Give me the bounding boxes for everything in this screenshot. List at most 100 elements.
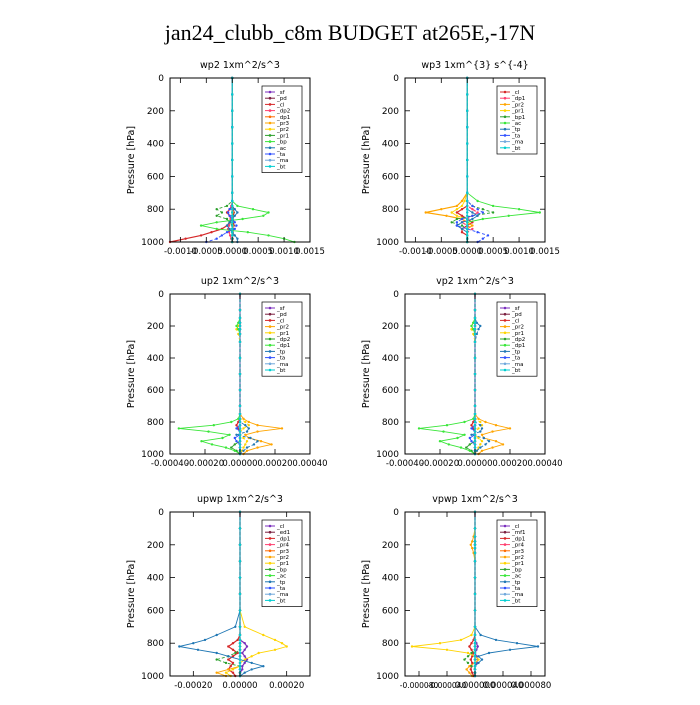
- data-point: [471, 671, 474, 674]
- data-point: [225, 224, 229, 227]
- y-tick-label: 400: [382, 574, 399, 584]
- y-tick-label: 400: [382, 140, 399, 150]
- legend-marker: [503, 592, 507, 596]
- data-point: [225, 231, 229, 234]
- x-tick-label: 0.00000: [457, 459, 492, 469]
- data-point: [231, 227, 234, 231]
- data-point: [220, 234, 224, 237]
- data-point: [267, 211, 270, 214]
- legend-box: [496, 85, 538, 155]
- data-point: [491, 446, 494, 449]
- data-point: [470, 424, 473, 427]
- data-point: [460, 231, 464, 234]
- legend-entry: _pd: [276, 96, 287, 102]
- y-tick-label: 800: [147, 639, 164, 649]
- legend-entry: _dp1: [276, 343, 290, 349]
- data-point: [473, 388, 477, 392]
- figure-title: jan24_clubb_c8m BUDGET at265E,-17N: [164, 20, 536, 45]
- data-point: [476, 214, 479, 217]
- data-point: [243, 661, 246, 665]
- data-point: [480, 449, 484, 452]
- data-point: [473, 648, 477, 651]
- x-tick-label: -0.0005: [425, 247, 458, 257]
- data-point: [184, 237, 187, 240]
- y-tick-label: 200: [382, 541, 399, 551]
- series-line-tp: [179, 512, 265, 677]
- data-point: [243, 642, 246, 645]
- data-point: [238, 436, 242, 440]
- y-tick-label: 600: [382, 172, 399, 182]
- data-point: [227, 655, 230, 658]
- data-point: [250, 668, 253, 671]
- data-point: [233, 227, 236, 231]
- data-point: [240, 449, 243, 452]
- data-point: [235, 440, 238, 443]
- data-point: [234, 651, 237, 655]
- data-point: [491, 430, 494, 433]
- data-point: [238, 625, 242, 628]
- data-point: [466, 224, 469, 227]
- data-point: [238, 527, 242, 530]
- data-point: [241, 665, 244, 668]
- data-point: [231, 126, 234, 129]
- data-point: [486, 234, 490, 237]
- data-point: [238, 427, 242, 430]
- y-axis-label: Pressure [hPa]: [126, 340, 137, 408]
- legend-entry: _pr1: [276, 133, 289, 139]
- legend-marker: [268, 103, 272, 106]
- data-point: [238, 316, 242, 320]
- legend-marker: [503, 96, 507, 100]
- panel-title: vpwp 1xm^2/s^3: [432, 494, 518, 505]
- data-point: [460, 199, 464, 203]
- x-tick-label: -0.0010: [399, 247, 432, 257]
- data-point: [473, 436, 477, 440]
- data-point: [445, 214, 448, 217]
- data-point: [536, 645, 540, 648]
- data-point: [231, 109, 234, 113]
- legend-marker: [268, 109, 272, 112]
- x-tick-label: 0.0005: [478, 247, 508, 257]
- y-tick-label: 400: [147, 354, 164, 364]
- x-tick-label: 0.0000: [217, 247, 247, 257]
- data-point: [479, 430, 482, 433]
- data-point: [480, 424, 484, 427]
- data-point: [215, 227, 218, 231]
- legend-entry: _dp1: [511, 343, 525, 349]
- x-tick-label: 0.000000: [455, 681, 496, 691]
- data-point: [244, 424, 247, 427]
- legend-marker: [268, 549, 272, 553]
- data-point: [472, 332, 475, 336]
- data-point: [471, 227, 474, 231]
- data-point: [262, 665, 265, 668]
- legend-marker: [503, 561, 507, 565]
- data-point: [424, 211, 427, 214]
- x-tick-label: 0.0010: [504, 247, 534, 257]
- data-point: [225, 217, 229, 221]
- data-point: [472, 420, 475, 424]
- data-point: [455, 204, 459, 208]
- legend-entry: _ta: [276, 356, 285, 362]
- data-point: [455, 208, 459, 211]
- data-point: [476, 199, 479, 203]
- data-point: [473, 625, 477, 628]
- data-point: [468, 665, 471, 668]
- data-point: [228, 227, 231, 231]
- data-point: [470, 433, 473, 436]
- panel-title: up2 1xm^2/s^3: [201, 276, 279, 287]
- x-tick-label: 0.00000: [222, 459, 257, 469]
- data-point: [475, 321, 478, 324]
- legend-marker: [268, 537, 272, 540]
- legend-entry: _pr1: [511, 109, 524, 115]
- data-point: [235, 433, 238, 436]
- legend-marker: [268, 127, 272, 131]
- data-point: [235, 324, 238, 328]
- y-tick-label: 1000: [376, 450, 399, 460]
- data-point: [215, 208, 218, 211]
- data-point: [231, 655, 235, 658]
- data-point: [231, 224, 234, 227]
- legend-marker: [268, 568, 272, 571]
- y-axis-label: Pressure [hPa]: [361, 340, 372, 408]
- data-point: [477, 436, 480, 440]
- data-point: [226, 211, 230, 214]
- legend-entry: _ma: [276, 362, 288, 368]
